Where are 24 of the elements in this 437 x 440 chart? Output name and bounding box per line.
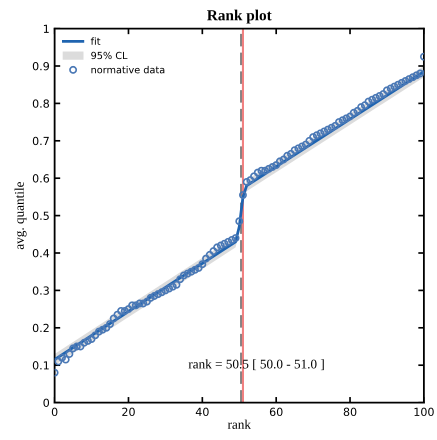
- y-tick-label: 0.9: [32, 62, 49, 70]
- legend-label: fit: [90, 37, 100, 45]
- y-tick-label: 0.6: [32, 174, 50, 183]
- legend-label: 95% CL: [91, 52, 128, 60]
- y-tick-label: 0.1: [32, 361, 49, 370]
- annotation: rank = 50.5 [ 50.0 - 51.0 ]: [188, 359, 324, 370]
- y-tick-label: 0.7: [32, 136, 49, 146]
- y-axis-title: avg. quantile: [14, 182, 27, 250]
- y-tick-label: 0.8: [32, 99, 50, 108]
- y-tick-label: 0.5: [32, 212, 49, 220]
- y-tick-label: 0.4: [32, 248, 50, 258]
- chart-title: Rank plot: [207, 10, 272, 24]
- x-tick-label: 80: [344, 408, 356, 416]
- y-tick-label: 0.2: [32, 324, 49, 332]
- y-tick-label: 1: [44, 24, 49, 33]
- x-axis-title: rank: [228, 420, 251, 429]
- x-tick-label: 100: [414, 408, 434, 416]
- x-tick-label: 40: [196, 408, 209, 416]
- x-tick-label: 60: [270, 408, 283, 416]
- x-tick-label: 20: [122, 408, 135, 416]
- y-tick-label: 0: [43, 398, 50, 407]
- y-tick-label: 0.3: [32, 286, 49, 295]
- legend-label: normative data: [91, 66, 164, 74]
- x-tick-label: 0: [52, 408, 58, 416]
